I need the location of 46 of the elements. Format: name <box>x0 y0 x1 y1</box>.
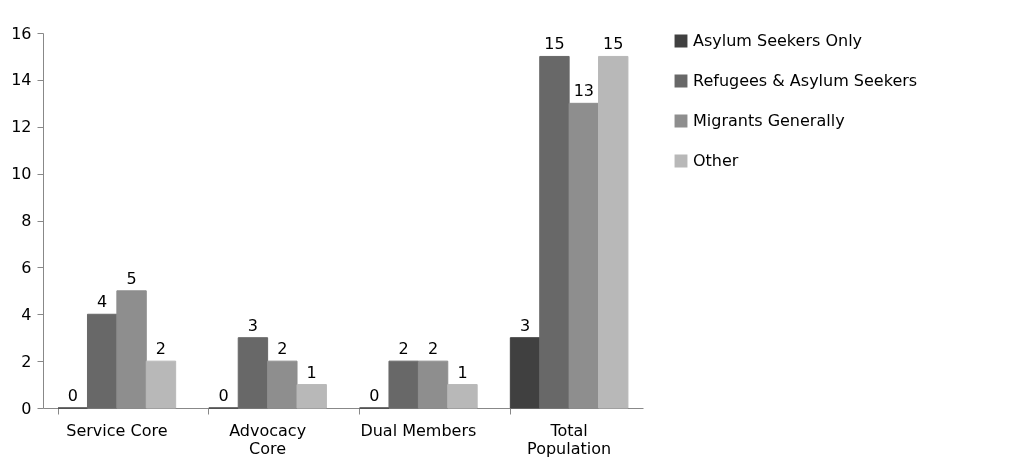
y-tick-label: 12 <box>11 117 32 137</box>
y-tick-label: 16 <box>11 23 32 43</box>
data-label: 0 <box>218 386 229 405</box>
data-label: 5 <box>126 268 137 288</box>
bar <box>568 102 600 409</box>
legend-label: Asylum Seekers Only <box>693 31 863 50</box>
data-label: 1 <box>457 362 468 382</box>
legend-label: Refugees & Asylum Seekers <box>693 71 918 90</box>
bar <box>145 360 177 409</box>
bar <box>447 384 478 409</box>
bar <box>296 384 327 409</box>
y-tick-label: 2 <box>21 351 32 371</box>
data-label: 3 <box>519 315 531 335</box>
legend-label: Migrants Generally <box>693 111 845 130</box>
bar <box>388 360 419 409</box>
bar <box>509 337 541 409</box>
y-tick-label: 14 <box>11 70 32 90</box>
x-tick-label: Total Population <box>527 420 612 458</box>
bar <box>86 313 118 409</box>
data-label: 15 <box>544 34 565 54</box>
y-tick-label: 4 <box>21 304 32 324</box>
y-tick-label: 10 <box>11 164 32 184</box>
data-label: 2 <box>277 339 288 359</box>
data-label: 2 <box>398 339 409 359</box>
data-label: 0 <box>369 386 380 405</box>
data-label: 1 <box>306 362 317 382</box>
bar <box>267 360 298 409</box>
data-label: 2 <box>427 339 439 359</box>
bar <box>417 360 449 409</box>
x-tick-label: Service Core <box>66 420 168 440</box>
x-tick-label: Advocacy Core <box>229 420 307 458</box>
y-tick-label: 0 <box>21 398 32 418</box>
bar <box>598 55 629 409</box>
data-label: 4 <box>97 292 108 312</box>
data-label: 0 <box>67 386 78 405</box>
bar <box>539 55 570 409</box>
legend-label: Other <box>693 151 739 170</box>
bar <box>116 290 147 409</box>
data-label: 3 <box>247 315 259 335</box>
y-tick-label: 6 <box>21 257 32 277</box>
x-tick-label: Dual Members <box>360 420 477 440</box>
bar <box>237 337 269 409</box>
data-label: 13 <box>573 81 595 101</box>
data-label: 2 <box>155 339 167 359</box>
y-tick-label: 8 <box>21 211 32 230</box>
data-label: 15 <box>603 34 624 54</box>
